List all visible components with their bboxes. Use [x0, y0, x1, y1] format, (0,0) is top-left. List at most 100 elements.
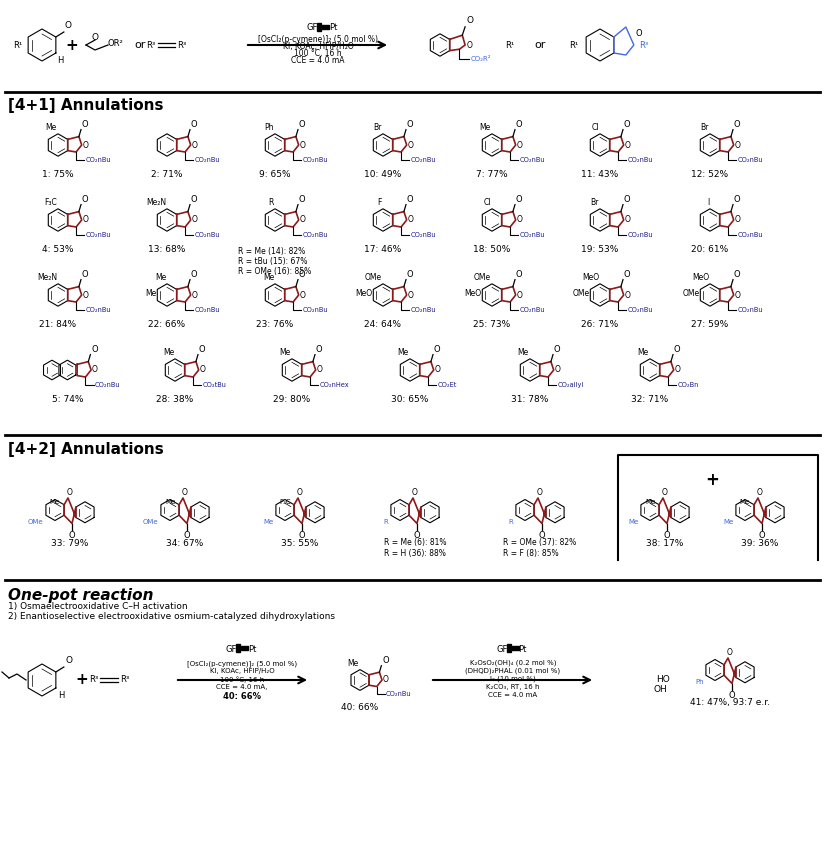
- Text: 2: 71%: 2: 71%: [151, 171, 183, 179]
- Text: O: O: [67, 488, 73, 497]
- Bar: [322, 25, 329, 29]
- Text: O: O: [299, 120, 305, 128]
- Text: CO₂nBu: CO₂nBu: [95, 383, 120, 388]
- Text: 1: 75%: 1: 75%: [42, 171, 73, 179]
- Text: Me: Me: [518, 348, 529, 357]
- Text: Br: Br: [591, 197, 599, 207]
- Text: O: O: [516, 140, 522, 150]
- Text: 4: 53%: 4: 53%: [42, 245, 73, 255]
- Text: O: O: [516, 290, 522, 300]
- Text: CO₂nBu: CO₂nBu: [628, 307, 653, 313]
- Text: CO₂nBu: CO₂nBu: [520, 158, 545, 164]
- Text: CO₂R²: CO₂R²: [470, 56, 491, 62]
- Text: O: O: [554, 365, 560, 374]
- Text: O: O: [408, 216, 413, 224]
- Text: 24: 64%: 24: 64%: [365, 320, 402, 329]
- Text: Me: Me: [740, 499, 750, 505]
- Text: or: or: [134, 40, 146, 50]
- Text: 39: 36%: 39: 36%: [742, 539, 779, 547]
- Text: CO₂nBu: CO₂nBu: [411, 158, 436, 164]
- Text: O: O: [299, 195, 305, 204]
- Text: OMe: OMe: [143, 520, 158, 526]
- Text: O: O: [299, 531, 305, 540]
- Text: Cl: Cl: [483, 197, 491, 207]
- Text: CO₂nBu: CO₂nBu: [411, 307, 436, 313]
- Text: +: +: [705, 471, 719, 489]
- Text: R³: R³: [146, 41, 155, 49]
- Text: O: O: [434, 345, 441, 353]
- Text: O: O: [537, 488, 543, 497]
- Text: O: O: [82, 216, 88, 224]
- Text: O: O: [191, 195, 198, 204]
- Text: CO₂nBu: CO₂nBu: [520, 232, 545, 238]
- Text: O: O: [554, 345, 561, 353]
- Text: CO₂nBu: CO₂nBu: [738, 307, 763, 313]
- Text: O: O: [516, 269, 522, 279]
- Text: OMe: OMe: [573, 289, 589, 299]
- Text: O: O: [82, 140, 88, 150]
- Text: CO₂nBu: CO₂nBu: [385, 691, 411, 697]
- Text: O: O: [662, 488, 668, 497]
- Text: 23: 76%: 23: 76%: [257, 320, 294, 329]
- Text: O: O: [92, 345, 98, 353]
- Text: +: +: [66, 37, 78, 53]
- Bar: [507, 644, 511, 652]
- Text: 41: 47%, 93:7 e.r.: 41: 47%, 93:7 e.r.: [690, 699, 770, 708]
- Text: Br: Br: [700, 123, 709, 132]
- Text: 32: 71%: 32: 71%: [631, 395, 668, 404]
- Text: 21: 84%: 21: 84%: [40, 320, 77, 329]
- Text: OMe: OMe: [28, 520, 44, 526]
- Text: O: O: [624, 195, 630, 204]
- Text: 35: 55%: 35: 55%: [281, 539, 318, 547]
- Text: 30: 65%: 30: 65%: [391, 395, 429, 404]
- Text: O: O: [191, 269, 198, 279]
- Text: CO₂nBu: CO₂nBu: [628, 158, 653, 164]
- Text: CCE = 4.0 mA,: CCE = 4.0 mA,: [216, 684, 267, 690]
- Text: MeO: MeO: [464, 289, 481, 299]
- Text: 34: 67%: 34: 67%: [167, 539, 204, 547]
- Text: R³: R³: [177, 41, 186, 49]
- Text: O: O: [674, 345, 681, 353]
- Text: O: O: [539, 531, 545, 540]
- Text: O: O: [466, 16, 473, 25]
- Text: R = Me (6): 81%
R = H (36): 88%: R = Me (6): 81% R = H (36): 88%: [384, 539, 446, 558]
- Text: CO₂nBu: CO₂nBu: [520, 307, 545, 313]
- Text: Me₂N: Me₂N: [37, 273, 57, 281]
- Text: O: O: [382, 656, 389, 665]
- Bar: [236, 644, 240, 652]
- Text: O: O: [516, 120, 522, 128]
- Text: +: +: [76, 673, 88, 688]
- Text: 17: 46%: 17: 46%: [365, 245, 402, 255]
- Text: CO₂nBu: CO₂nBu: [303, 232, 328, 238]
- Text: O: O: [191, 216, 197, 224]
- Text: O: O: [65, 21, 72, 30]
- Text: O: O: [184, 531, 191, 540]
- Text: or: or: [535, 40, 545, 50]
- Text: 27: 59%: 27: 59%: [691, 320, 728, 329]
- Text: 20: 61%: 20: 61%: [691, 245, 728, 255]
- Text: O: O: [92, 365, 98, 374]
- Text: CO₂nBu: CO₂nBu: [738, 232, 763, 238]
- Text: R¹: R¹: [505, 41, 514, 49]
- Text: O: O: [408, 140, 413, 150]
- Text: CO₂nBu: CO₂nBu: [86, 307, 111, 313]
- Text: O: O: [299, 140, 305, 150]
- Text: O: O: [734, 120, 741, 128]
- Text: O: O: [625, 290, 630, 300]
- Text: CO₂nBu: CO₂nBu: [738, 158, 763, 164]
- Text: 9: 65%: 9: 65%: [259, 171, 290, 179]
- Text: Me: Me: [155, 273, 166, 281]
- Text: Me: Me: [263, 520, 274, 526]
- Text: Me: Me: [480, 123, 491, 132]
- Text: 33: 79%: 33: 79%: [51, 539, 89, 547]
- Text: O: O: [182, 488, 188, 497]
- Text: R¹: R¹: [12, 41, 22, 49]
- Text: Me: Me: [724, 520, 733, 526]
- Text: 28: 38%: 28: 38%: [157, 395, 194, 404]
- Text: O: O: [317, 365, 323, 374]
- Text: CO₂Et: CO₂Et: [437, 383, 457, 388]
- Text: 5: 74%: 5: 74%: [52, 395, 83, 404]
- Text: O: O: [191, 120, 198, 128]
- Text: Cl: Cl: [592, 123, 599, 132]
- Text: MeO: MeO: [356, 289, 372, 299]
